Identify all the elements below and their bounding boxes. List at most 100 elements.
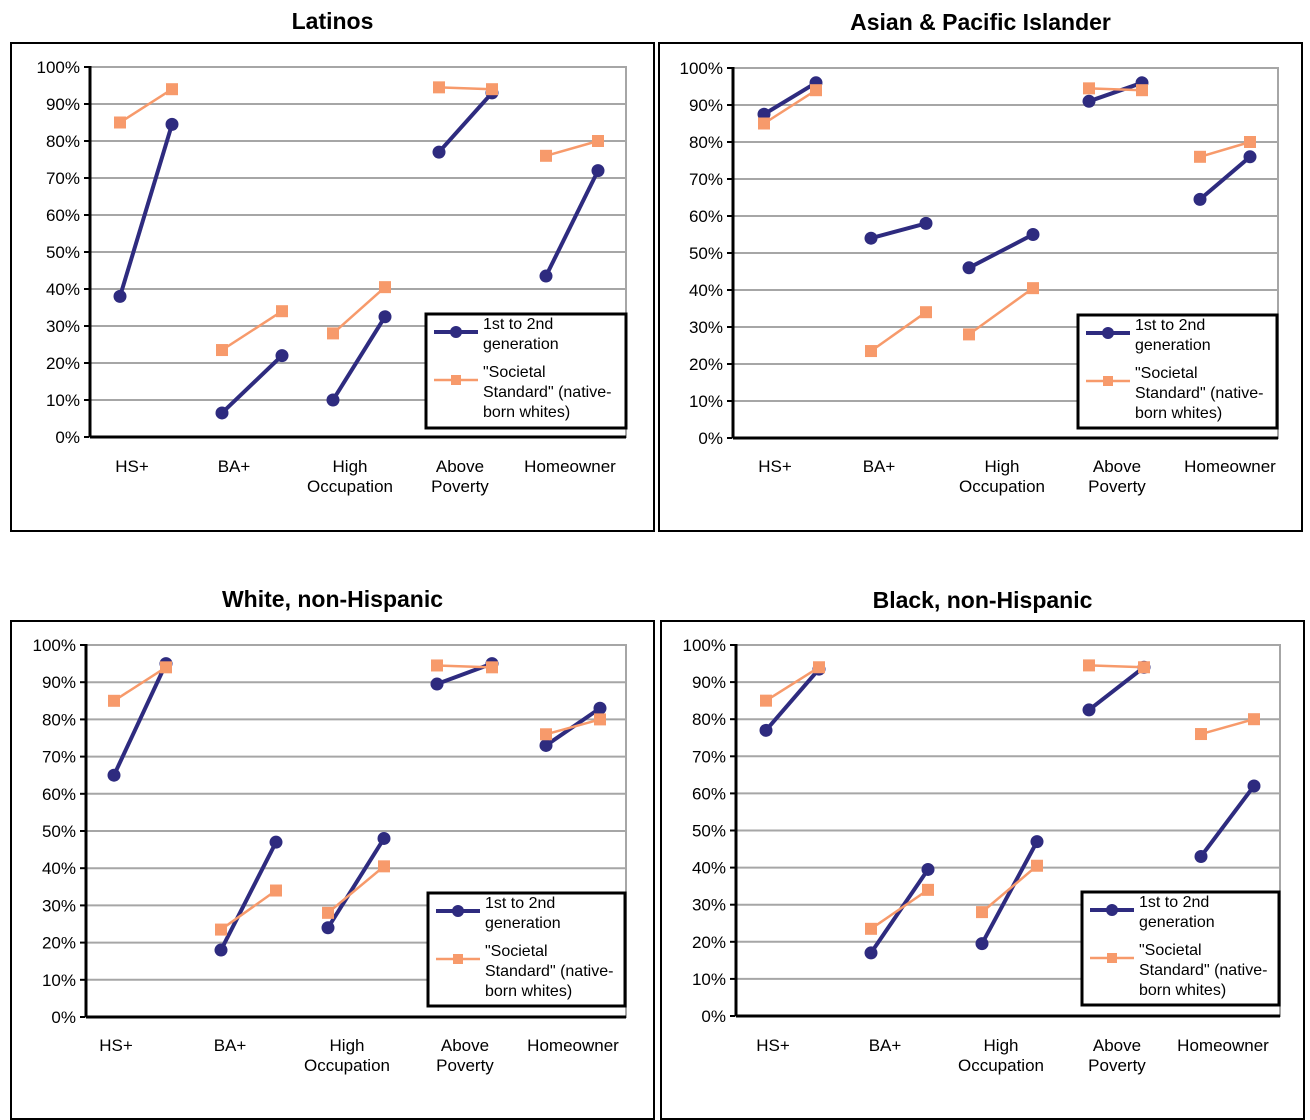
y-tick-label: 20% (42, 934, 76, 953)
y-tick-label: 100% (37, 58, 80, 77)
data-point-circle (1243, 150, 1257, 164)
x-tick-label: Occupation (307, 477, 393, 496)
series-line-segment (981, 864, 1038, 914)
y-tick-label: 30% (689, 318, 723, 337)
y-tick-label: 0% (698, 429, 723, 448)
y-tick-label: 100% (33, 636, 76, 655)
y-tick-label: 0% (51, 1008, 76, 1027)
data-point-square (976, 906, 988, 919)
series-line-segment (544, 169, 600, 277)
x-tick-label: Homeowner (1184, 457, 1276, 476)
x-tick-label: Poverty (1088, 1056, 1146, 1075)
data-point-square (433, 81, 445, 94)
data-point-square (108, 694, 120, 707)
data-point-square (322, 906, 334, 919)
chart-plot: 0% 10% 20% 30% 40% 50% 60% 70% 80% 90% 100% HS+ BA+ H… (37, 58, 628, 496)
y-tick-label: 50% (692, 822, 726, 841)
series-line-segment (113, 666, 167, 702)
x-tick-label: Poverty (436, 1056, 494, 1075)
data-point-circle (1026, 228, 1040, 241)
legend-label: generation (485, 915, 561, 932)
data-point-circle (326, 393, 340, 407)
series-line-segment (762, 81, 818, 116)
legend-label: Standard" (native- (485, 963, 613, 980)
x-tick-label: Occupation (958, 1056, 1044, 1075)
data-point-square (760, 694, 772, 707)
data-point-square (276, 305, 288, 318)
x-tick-label: High (984, 1036, 1019, 1055)
data-point-square (270, 884, 282, 897)
y-tick-label: 10% (46, 391, 80, 410)
y-tick-label: 40% (46, 280, 80, 299)
data-point-square (1138, 661, 1150, 674)
legend-label: Standard" (native- (1139, 962, 1267, 979)
data-point-square (810, 84, 822, 97)
legend-label: 1st to 2nd (1135, 317, 1205, 334)
data-point-circle (591, 164, 605, 178)
y-tick-label: 80% (46, 132, 80, 151)
data-point-square (431, 659, 443, 672)
legend-label: generation (1135, 337, 1211, 354)
chart-plot: 0% 10% 20% 30% 40% 50% 60% 70% 80% 90% 100% HS+ BA+ H… (680, 59, 1279, 496)
legend-marker-circle (1106, 904, 1118, 916)
legend-label: Standard" (native- (483, 384, 611, 401)
x-tick-label: HS+ (115, 457, 149, 476)
x-tick-label: Above (1093, 457, 1141, 476)
y-tick-label: 90% (692, 673, 726, 692)
series-line-segment (1199, 784, 1256, 858)
series-line-segment (112, 662, 168, 777)
chart-panel-black-non-hispanic: Black, non-Hispanic 0% 10% 20% 30% 40% 50% 60%… (660, 580, 1305, 1120)
series-line-segment (220, 889, 277, 931)
y-tick-label: 90% (46, 95, 80, 114)
series-line-segment (1088, 87, 1143, 92)
data-point-square (378, 860, 390, 873)
series-line-segment (765, 666, 820, 702)
x-tick-label: Occupation (959, 477, 1045, 496)
y-tick-label: 90% (689, 96, 723, 115)
x-tick-label: BA+ (218, 457, 251, 476)
series-line-segment (1200, 717, 1255, 736)
data-point-circle (1030, 835, 1044, 849)
data-point-circle (269, 835, 283, 849)
series-line-segment (220, 354, 284, 415)
x-tick-label: HS+ (758, 457, 792, 476)
data-point-square (160, 661, 172, 674)
data-point-circle (1194, 849, 1208, 863)
series-line-segment (221, 310, 283, 352)
chart-title: White, non-Hispanic (221, 586, 444, 612)
series-line-segment (1088, 80, 1143, 104)
x-tick-label: High (330, 1036, 365, 1055)
y-tick-label: 10% (692, 970, 726, 989)
series-line-segment (438, 86, 493, 91)
data-point-circle (919, 216, 933, 230)
data-point-circle (275, 349, 289, 363)
y-tick-label: 0% (701, 1007, 726, 1026)
series-line-segment (764, 667, 821, 732)
chart-panel-latinos: Latinos 0% 10% 20% 30% 40% 50% 60% 70% 80% 90% 100… (10, 0, 655, 532)
data-point-circle (864, 231, 878, 245)
chart-title: Asian & Pacific Islander (850, 9, 1111, 35)
legend-label: "Societal (1135, 365, 1198, 382)
x-tick-label: HS+ (756, 1036, 790, 1055)
legend-label: born whites) (1139, 982, 1226, 999)
chart-panel-white-non-hispanic: White, non-Hispanic 0% 10% 20% 30% 40% 50% 60%… (10, 580, 655, 1120)
data-point-square (114, 116, 126, 129)
x-tick-label: BA+ (214, 1036, 247, 1055)
data-point-square (963, 328, 975, 341)
data-point-circle (430, 677, 444, 691)
legend-label: born whites) (485, 983, 572, 1000)
y-tick-label: 40% (42, 859, 76, 878)
legend-label: Standard" (native- (1135, 385, 1263, 402)
data-point-circle (962, 261, 976, 275)
series-line-segment (326, 837, 386, 929)
legend-marker-circle (452, 905, 464, 917)
data-point-square (592, 135, 604, 147)
data-point-circle (975, 937, 989, 951)
legend-label: born whites) (483, 404, 570, 421)
legend-marker-square (451, 375, 461, 385)
legend-label: born whites) (1135, 405, 1222, 422)
data-point-square (540, 728, 552, 741)
series-line-segment (980, 840, 1039, 945)
y-tick-label: 20% (46, 354, 80, 373)
data-point-square (813, 661, 825, 674)
